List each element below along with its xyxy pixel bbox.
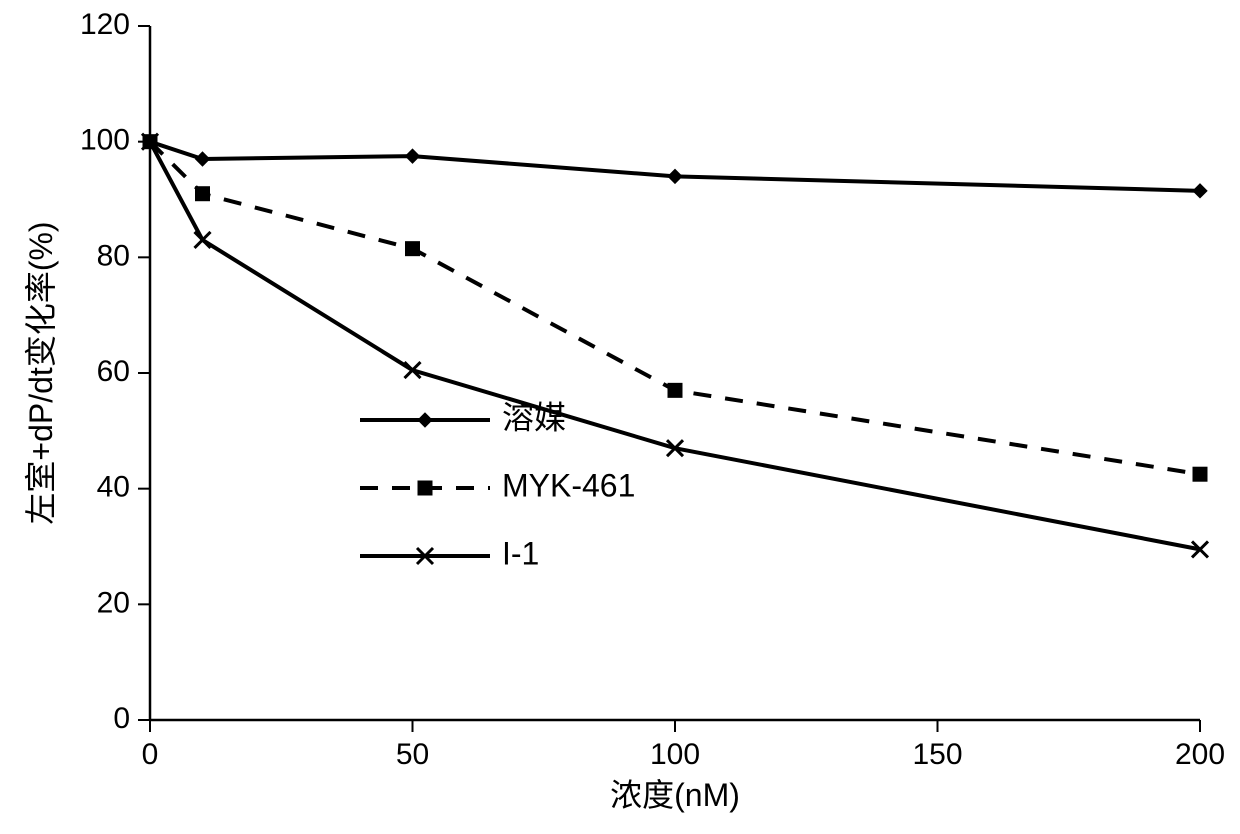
y-tick-label: 120 xyxy=(80,8,130,41)
y-tick-label: 100 xyxy=(80,124,130,157)
x-tick-label: 150 xyxy=(912,738,962,771)
x-tick-label: 200 xyxy=(1175,738,1225,771)
x-tick-label: 50 xyxy=(396,738,429,771)
chart-container: 0 20 40 60 80 100 120 0 50 100 150 200 浓度(nM) 左室+dP/d… xyxy=(0,0,1240,834)
marker-square xyxy=(1193,467,1207,481)
x-tick-label: 0 xyxy=(142,738,159,771)
y-axis-label: 左室+dP/dt变化率(%) xyxy=(23,221,59,524)
y-tick-label: 0 xyxy=(113,702,130,735)
marker-square xyxy=(196,187,210,201)
y-tick-label: 40 xyxy=(97,471,130,504)
legend-label: 溶媒 xyxy=(502,399,566,435)
marker-square xyxy=(668,383,682,397)
chart-svg: 0 20 40 60 80 100 120 0 50 100 150 200 浓度(nM) 左室+dP/d… xyxy=(0,0,1240,834)
marker-square xyxy=(406,242,420,256)
y-tick-label: 60 xyxy=(97,355,130,388)
y-tick-label: 20 xyxy=(97,586,130,619)
x-axis-label: 浓度(nM) xyxy=(610,777,740,813)
marker-square xyxy=(418,481,432,495)
x-tick-label: 100 xyxy=(650,738,700,771)
legend-label: I-1 xyxy=(502,535,539,571)
legend-label: MYK-461 xyxy=(502,467,635,503)
y-tick-label: 80 xyxy=(97,239,130,272)
